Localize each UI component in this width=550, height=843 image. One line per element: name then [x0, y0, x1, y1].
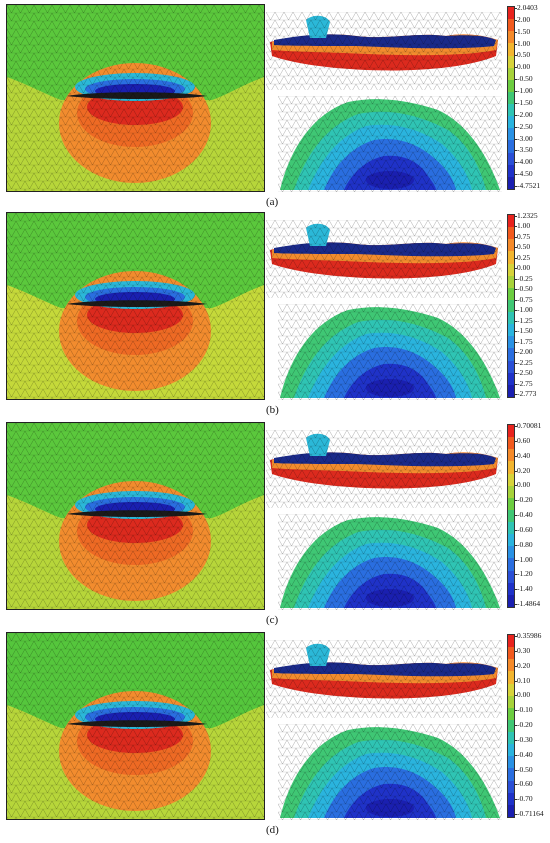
colorbar-tick-label: -0.75 — [514, 294, 533, 304]
fe-top-view — [266, 12, 502, 90]
colorbar-tick-label: -2.773 — [513, 389, 537, 398]
figure-panel: 1.2325 1.00 0.75 0.50 0.25 0.00 -0.25 -0.50 -0.7… — [0, 212, 550, 422]
colorbar-tick-label: -4.00 — [514, 157, 533, 167]
fe-bottom-view — [278, 724, 502, 820]
colorbar-ticks: 2.0403 2.00 1.50 1.00 0.50 0.00 -0.50 -1.00 -1.5… — [513, 3, 550, 190]
colorbar-ticks: 1.2325 1.00 0.75 0.50 0.25 0.00 -0.25 -0.50 -0.7… — [513, 211, 550, 398]
panel-caption: (a) — [266, 196, 279, 208]
figure-panel: 2.0403 2.00 1.50 1.00 0.50 0.00 -0.50 -1.00 -1.5… — [0, 4, 550, 214]
colorbar-tick-label: 0.25 — [513, 252, 531, 262]
fe-top-view — [266, 430, 502, 508]
colorbar-tick-label: -2.50 — [514, 368, 533, 378]
colorbar-tick-label: 0.50 — [513, 50, 531, 60]
colorbar-tick-label: -1.00 — [514, 554, 533, 564]
colorbar-tick-label: -0.40 — [514, 749, 533, 759]
colorbar-tick-label: 0.30 — [513, 645, 531, 655]
colorbar-tick-label: -3.50 — [514, 145, 533, 155]
figure-panel: 0.70081 0.60 0.40 0.20 0.00 -0.20 -0.40 -0.60 -0… — [0, 422, 550, 632]
fe-section-view — [6, 632, 265, 820]
colorbar-tick-label: -2.00 — [514, 109, 533, 119]
colorbar-tick-label: 0.70081 — [513, 421, 542, 430]
colorbar-tick-label: -2.75 — [514, 378, 533, 388]
colorbar-ticks: 0.35986 0.30 0.20 0.10 0.00 -0.10 -0.20 -0.30 -0… — [513, 631, 550, 818]
colorbar-tick-label: -1.4864 — [513, 599, 541, 608]
colorbar-tick-label: -1.75 — [514, 336, 533, 346]
colorbar-tick-label: -0.50 — [514, 284, 533, 294]
fe-section-view — [6, 4, 265, 192]
colorbar-tick-label: -0.70 — [514, 794, 533, 804]
panel-caption: (b) — [266, 404, 279, 416]
colorbar-tick-label: -0.20 — [514, 495, 533, 505]
colorbar-tick-label: 0.35986 — [513, 631, 542, 640]
colorbar-tick-label: -4.50 — [514, 169, 533, 179]
colorbar — [507, 6, 515, 190]
colorbar-tick-label: 2.00 — [513, 14, 531, 24]
colorbar-tick-label: -0.50 — [514, 74, 533, 84]
colorbar-tick-label: 0.50 — [513, 242, 531, 252]
panel-caption: (d) — [266, 824, 279, 836]
colorbar-tick-label: -0.80 — [514, 539, 533, 549]
colorbar-tick-label: -0.50 — [514, 764, 533, 774]
colorbar-tick-label: -0.25 — [514, 273, 533, 283]
fe-top-view — [266, 640, 502, 718]
colorbar-tick-label: -2.00 — [514, 347, 533, 357]
colorbar-tick-label: 0.00 — [513, 480, 531, 490]
colorbar-tick-label: 0.00 — [513, 690, 531, 700]
colorbar-tick-label: 1.00 — [513, 38, 531, 48]
colorbar-tick-label: -1.20 — [514, 569, 533, 579]
colorbar — [507, 424, 515, 608]
colorbar-tick-label: -0.60 — [514, 524, 533, 534]
colorbar-tick-label: -0.71164 — [514, 809, 544, 818]
colorbar-tick-label: -2.50 — [514, 121, 533, 131]
colorbar-tick-label: 1.00 — [513, 221, 531, 231]
colorbar-tick-label: -2.25 — [514, 357, 533, 367]
colorbar-tick-label: 0.10 — [513, 675, 531, 685]
colorbar-tick-label: -1.00 — [514, 86, 533, 96]
colorbar-tick-label: 0.20 — [513, 660, 531, 670]
colorbar — [507, 214, 515, 398]
colorbar-tick-label: 1.50 — [513, 26, 531, 36]
fe-section-view — [6, 422, 265, 610]
colorbar-tick-label: -0.40 — [514, 510, 533, 519]
fe-bottom-view — [278, 304, 502, 400]
colorbar-tick-label: -1.50 — [514, 97, 533, 107]
colorbar-tick-label: -0.20 — [514, 720, 533, 729]
colorbar-tick-label: -1.00 — [514, 305, 533, 315]
fe-section-view — [6, 212, 265, 400]
colorbar-tick-label: 0.20 — [513, 465, 531, 475]
colorbar-tick-label: -3.00 — [514, 133, 533, 143]
panel-caption: (c) — [266, 614, 279, 626]
fe-top-view — [266, 220, 502, 298]
colorbar-tick-label: 2.0403 — [514, 3, 538, 12]
colorbar-tick-label: 1.2325 — [514, 211, 538, 220]
colorbar — [507, 634, 515, 818]
colorbar-tick-label: 0.60 — [513, 435, 531, 445]
colorbar-tick-label: 0.00 — [513, 263, 531, 273]
colorbar-tick-label: -0.30 — [514, 734, 533, 744]
colorbar-tick-label: -1.40 — [514, 584, 533, 594]
colorbar-tick-label: 0.75 — [513, 231, 531, 241]
colorbar-tick-label: -1.50 — [514, 326, 533, 336]
fe-bottom-view — [278, 96, 502, 192]
colorbar-tick-label: -4.7521 — [513, 181, 541, 190]
figure-panel: 0.35986 0.30 0.20 0.10 0.00 -0.10 -0.20 -0.30 -0… — [0, 632, 550, 842]
colorbar-tick-label: -0.60 — [514, 779, 533, 789]
colorbar-tick-label: -0.10 — [514, 705, 533, 715]
colorbar-tick-label: -1.25 — [514, 315, 533, 325]
colorbar-tick-label: 0.40 — [513, 450, 531, 460]
fe-bottom-view — [278, 514, 502, 610]
colorbar-ticks: 0.70081 0.60 0.40 0.20 0.00 -0.20 -0.40 -0.60 -0… — [513, 421, 550, 608]
colorbar-tick-label: 0.00 — [513, 62, 531, 72]
